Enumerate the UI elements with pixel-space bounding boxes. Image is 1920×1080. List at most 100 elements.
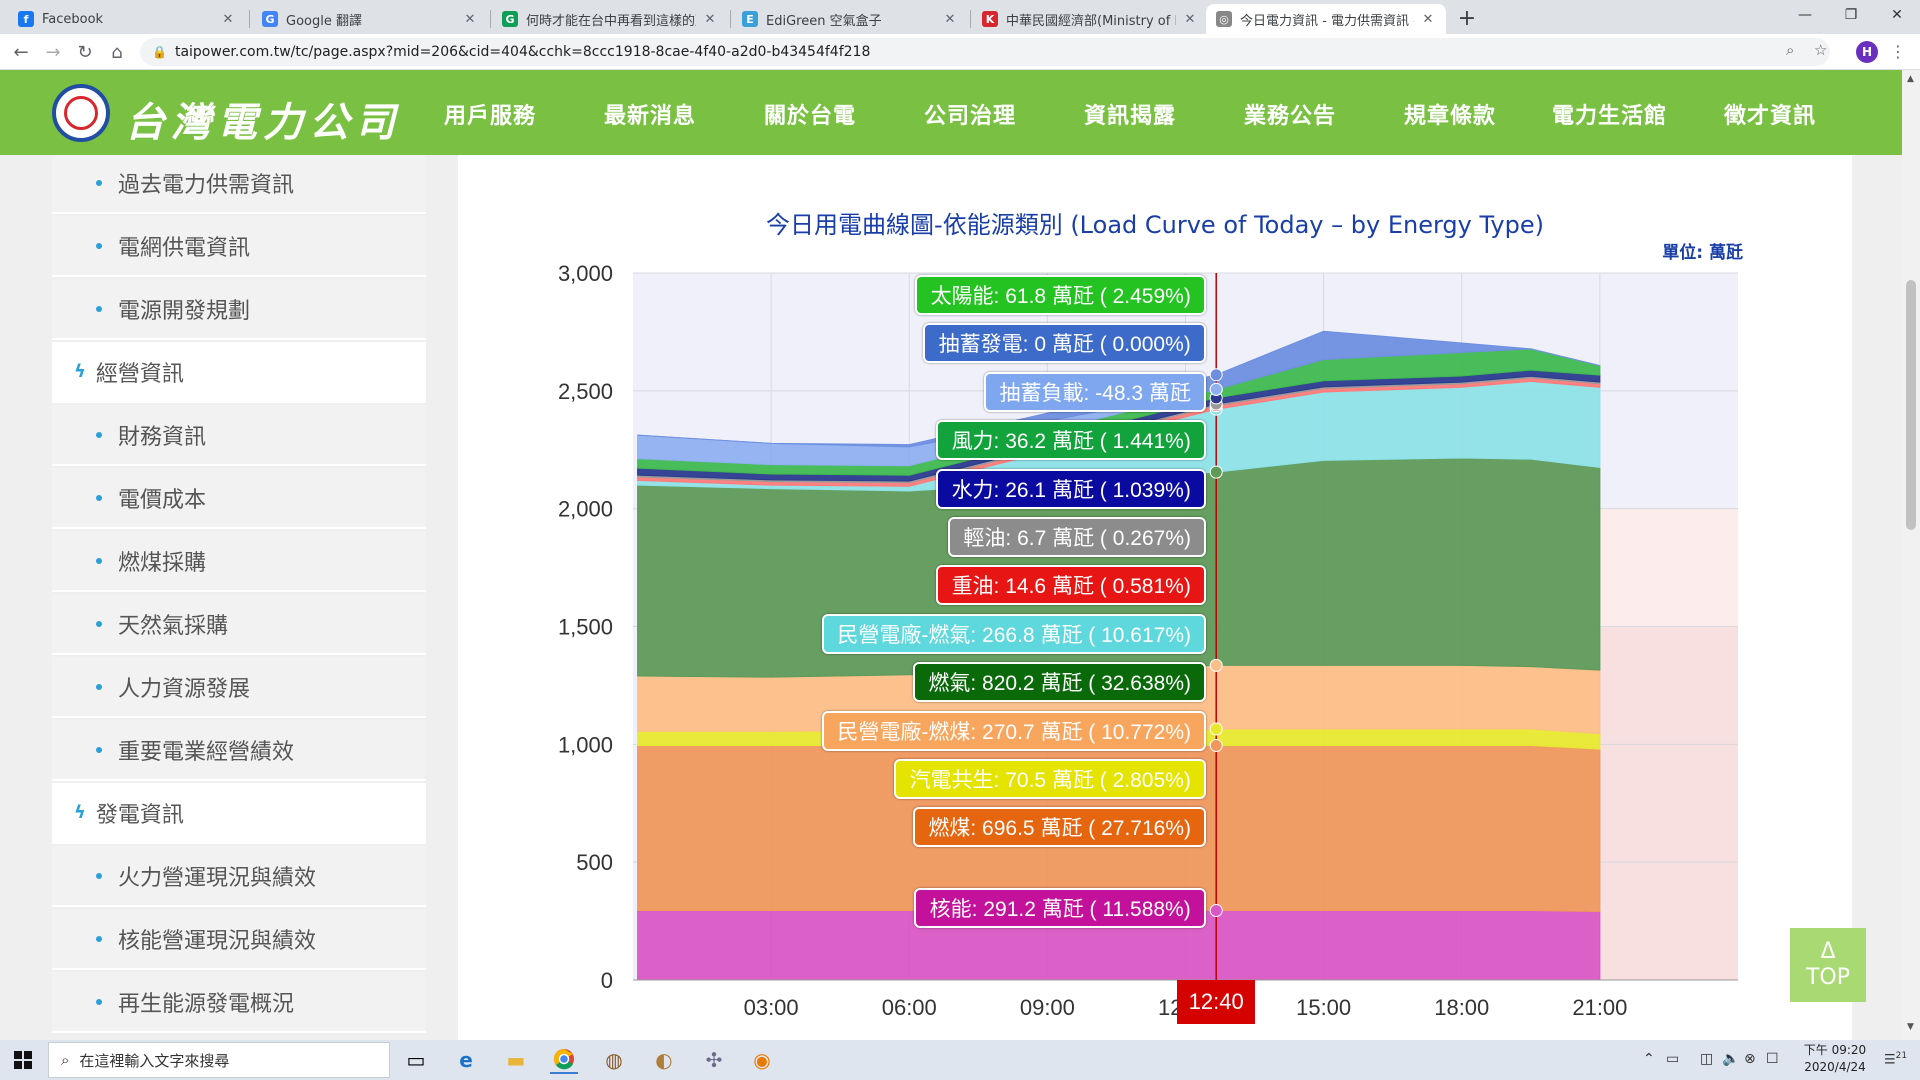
sidebar-item-finance[interactable]: 財務資訊 <box>52 405 426 466</box>
scroll-up-icon[interactable]: ▲ <box>1907 74 1914 84</box>
menu-dots-icon[interactable]: ⋮ <box>1890 42 1906 61</box>
home-icon[interactable]: ⌂ <box>111 41 123 63</box>
sidebar-category-operations[interactable]: ϟ 經營資訊 <box>52 342 426 403</box>
sidebar-item-performance[interactable]: 重要電業經營績效 <box>52 720 426 781</box>
y-tick-label: 3,000 <box>558 261 613 286</box>
new-tab-button[interactable]: + <box>1457 5 1477 31</box>
page-scrollbar[interactable]: ▲ ▼ <box>1902 70 1920 1040</box>
chart-title: 今日用電曲線圖-依能源類別 (Load Curve of Today – by … <box>766 211 1544 239</box>
nav-disclosure[interactable]: 資訊揭露 <box>1084 104 1177 129</box>
sidebar-category-generation[interactable]: ϟ 發電資訊 <box>52 783 426 844</box>
close-tab-icon[interactable]: ✕ <box>704 11 716 27</box>
sidebar-item-thermal[interactable]: 火力營運現況與績效 <box>52 846 426 907</box>
battery-icon[interactable]: ▭ <box>1666 1051 1680 1067</box>
top-label: TOP <box>1805 965 1851 990</box>
x-tick-label: 18:00 <box>1434 995 1489 1020</box>
x-tick-label: 15:00 <box>1296 995 1351 1020</box>
app-icon[interactable]: ◍ <box>605 1048 623 1072</box>
lightning-icon: ϟ <box>74 361 86 382</box>
tooltip-3: 風力: 36.2 萬瓩 ( 1.441%) <box>936 420 1207 461</box>
minimize-button[interactable]: — <box>1798 7 1812 23</box>
notification-icon[interactable]: ☰21 <box>1884 1051 1908 1068</box>
bullet-icon <box>96 746 102 753</box>
cursor-marker <box>1209 903 1223 917</box>
nav-announcements[interactable]: 業務公告 <box>1244 104 1337 129</box>
bookmark-star-icon[interactable]: ☆ <box>1814 41 1828 59</box>
cursor-marker <box>1209 658 1223 672</box>
close-tab-icon[interactable]: ✕ <box>944 11 956 27</box>
sidebar-item-gas[interactable]: 天然氣採購 <box>52 594 426 655</box>
windows-start-icon[interactable] <box>8 1048 38 1072</box>
tooltip-11: 燃煤: 696.5 萬瓩 ( 27.716%) <box>913 807 1207 848</box>
back-icon[interactable]: ← <box>13 41 29 63</box>
cursor-marker <box>1209 368 1223 382</box>
close-tab-icon[interactable]: ✕ <box>464 11 476 27</box>
scroll-down-icon[interactable]: ▼ <box>1907 1022 1914 1032</box>
y-tick-label: 1,500 <box>558 615 613 640</box>
app-icon[interactable]: ✣ <box>705 1048 723 1072</box>
bullet-icon <box>96 935 102 942</box>
reload-icon[interactable]: ↻ <box>77 41 93 63</box>
sidebar-item-development[interactable]: 電源開發規劃 <box>52 279 426 340</box>
bullet-icon <box>96 872 102 879</box>
y-tick-label: 0 <box>601 968 613 993</box>
network-icon[interactable]: ◫ <box>1700 1051 1714 1067</box>
search-icon: ⌕ <box>61 1051 70 1069</box>
browser-tab[interactable]: K 中華民國經濟部(Ministry of Econ ✕ <box>972 4 1208 34</box>
plot-band <box>1599 626 1738 980</box>
nav-about[interactable]: 關於台電 <box>764 104 857 129</box>
file-explorer-icon[interactable]: ▬ <box>506 1048 526 1072</box>
close-tab-icon[interactable]: ✕ <box>1184 11 1196 27</box>
blender-icon[interactable]: ◉ <box>753 1048 771 1072</box>
url-input[interactable]: 🔒 taipower.com.tw/tc/page.aspx?mid=206&c… <box>140 38 1830 66</box>
tooltip-2: 抽蓄負載: -48.3 萬瓩 <box>984 371 1207 412</box>
app-icon[interactable]: ◐ <box>655 1048 673 1072</box>
sheet-icon: G <box>502 11 518 27</box>
close-window-button[interactable]: ✕ <box>1891 7 1903 23</box>
volume-icon[interactable]: 🔈 <box>1722 1051 1740 1067</box>
zoom-icon[interactable]: ⌕ <box>1786 41 1795 59</box>
close-tab-icon[interactable]: ✕ <box>1422 11 1434 27</box>
tooltip-10: 汽電共生: 70.5 萬瓩 ( 2.805%) <box>894 759 1207 799</box>
tab-title: 今日電力資訊 - 電力供需資訊 - 資 <box>1240 13 1414 29</box>
forward-icon[interactable]: → <box>45 41 61 63</box>
sidebar-item-nuclear[interactable]: 核能營運現況與績效 <box>52 909 426 970</box>
chrome-icon[interactable] <box>550 1046 578 1074</box>
nav-news[interactable]: 最新消息 <box>604 104 697 129</box>
restore-button[interactable]: ❐ <box>1844 7 1858 23</box>
taskbar-clock[interactable]: 下午 09:20 2020/4/24 <box>1803 1043 1867 1074</box>
nav-careers[interactable]: 徵才資訊 <box>1724 104 1817 129</box>
sidebar-item-hr[interactable]: 人力資源發展 <box>52 657 426 718</box>
taipower-logo-icon[interactable] <box>52 84 110 142</box>
browser-tab[interactable]: G Google 翻譯 ✕ <box>252 4 488 34</box>
tray-chevron-icon[interactable]: ⌃ <box>1643 1051 1655 1067</box>
browser-tab-active[interactable]: ◎ 今日電力資訊 - 電力供需資訊 - 資 ✕ <box>1206 4 1446 34</box>
ime-icon[interactable]: ☐ <box>1766 1051 1779 1067</box>
avatar[interactable]: H <box>1856 41 1878 63</box>
arrow-up-icon: Δ <box>1820 939 1836 964</box>
sidebar-item-past-supply[interactable]: 過去電力供需資訊 <box>52 155 426 214</box>
site-logo-text[interactable]: 台灣電力公司 <box>125 99 401 146</box>
scrollbar-thumb[interactable] <box>1906 280 1916 530</box>
browser-tab[interactable]: G 何時才能在台中再看到這樣的藍天 ✕ <box>492 4 728 34</box>
task-view-icon[interactable]: ▭ <box>406 1048 426 1072</box>
sidebar-item-price-cost[interactable]: 電價成本 <box>52 468 426 529</box>
sidebar-item-coal[interactable]: 燃煤採購 <box>52 531 426 592</box>
browser-tab[interactable]: E EdiGreen 空氣盒子 ✕ <box>732 4 968 34</box>
sidebar: 過去電力供需資訊 電網供電資訊 電源開發規劃 ϟ 經營資訊 財務資訊 電價成本 燃… <box>52 155 426 1040</box>
mic-icon[interactable]: ⊗ <box>1744 1051 1756 1067</box>
cursor-marker <box>1209 465 1223 479</box>
cursor-marker <box>1209 722 1223 736</box>
browser-tab[interactable]: f Facebook ✕ <box>8 4 246 34</box>
back-to-top-button[interactable]: Δ TOP <box>1790 928 1866 1002</box>
taskbar-search-input[interactable]: ⌕ 在這裡輸入文字來搜尋 <box>48 1042 390 1078</box>
nav-regulations[interactable]: 規章條款 <box>1404 104 1497 129</box>
nav-power-life[interactable]: 電力生活館 <box>1552 104 1668 129</box>
nav-governance[interactable]: 公司治理 <box>924 104 1017 129</box>
close-tab-icon[interactable]: ✕ <box>222 11 234 27</box>
sidebar-item-renewable[interactable]: 再生能源發電概況 <box>52 972 426 1033</box>
sidebar-item-grid-supply[interactable]: 電網供電資訊 <box>52 216 426 277</box>
nav-user-service[interactable]: 用戶服務 <box>444 104 537 129</box>
edge-icon[interactable]: e <box>459 1048 473 1072</box>
bullet-icon <box>96 305 102 312</box>
